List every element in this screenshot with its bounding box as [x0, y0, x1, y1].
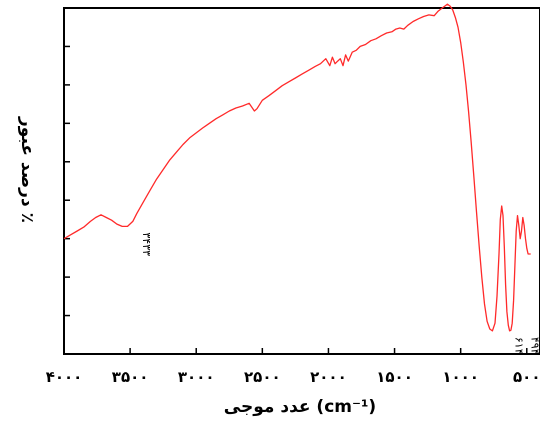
y-axis-label: درصد عبور ٪ [17, 116, 37, 223]
x-tick-label-3: ۲۵۰۰ [244, 368, 281, 386]
x-tick-label-5: ۱۵۰۰ [376, 368, 413, 386]
x-tick-label-4: ۲۰۰۰ [310, 368, 347, 386]
annotation-layer: ۳۴۳۳ ۶۱۴ ۴۹۴ [140, 232, 540, 354]
x-tick-label-0: ۴۰۰۰ [46, 368, 83, 386]
peak-label-2: ۴۹۴ [529, 337, 540, 355]
x-tick-label-2: ۳۰۰۰ [178, 368, 215, 386]
series-layer [63, 3, 531, 332]
peak-label-0: ۳۴۳۳ [140, 232, 153, 256]
x-tick-label-7: ۵۰۰ [513, 368, 540, 386]
x-tick-label-1: ۳۵۰۰ [112, 368, 149, 386]
spectrum-line-0 [63, 3, 531, 332]
x-axis-ticks: ۴۰۰۰ ۳۵۰۰ ۳۰۰۰ ۲۵۰۰ ۲۰۰۰ ۱۵۰۰ ۱۰۰۰ ۵۰۰ [46, 348, 540, 386]
peak-label-1: ۶۱۴ [513, 337, 526, 355]
x-tick-label-6: ۱۰۰۰ [442, 368, 479, 386]
plot-frame [63, 7, 540, 355]
x-axis-label: عدد موجی (cm⁻¹) [224, 397, 376, 417]
